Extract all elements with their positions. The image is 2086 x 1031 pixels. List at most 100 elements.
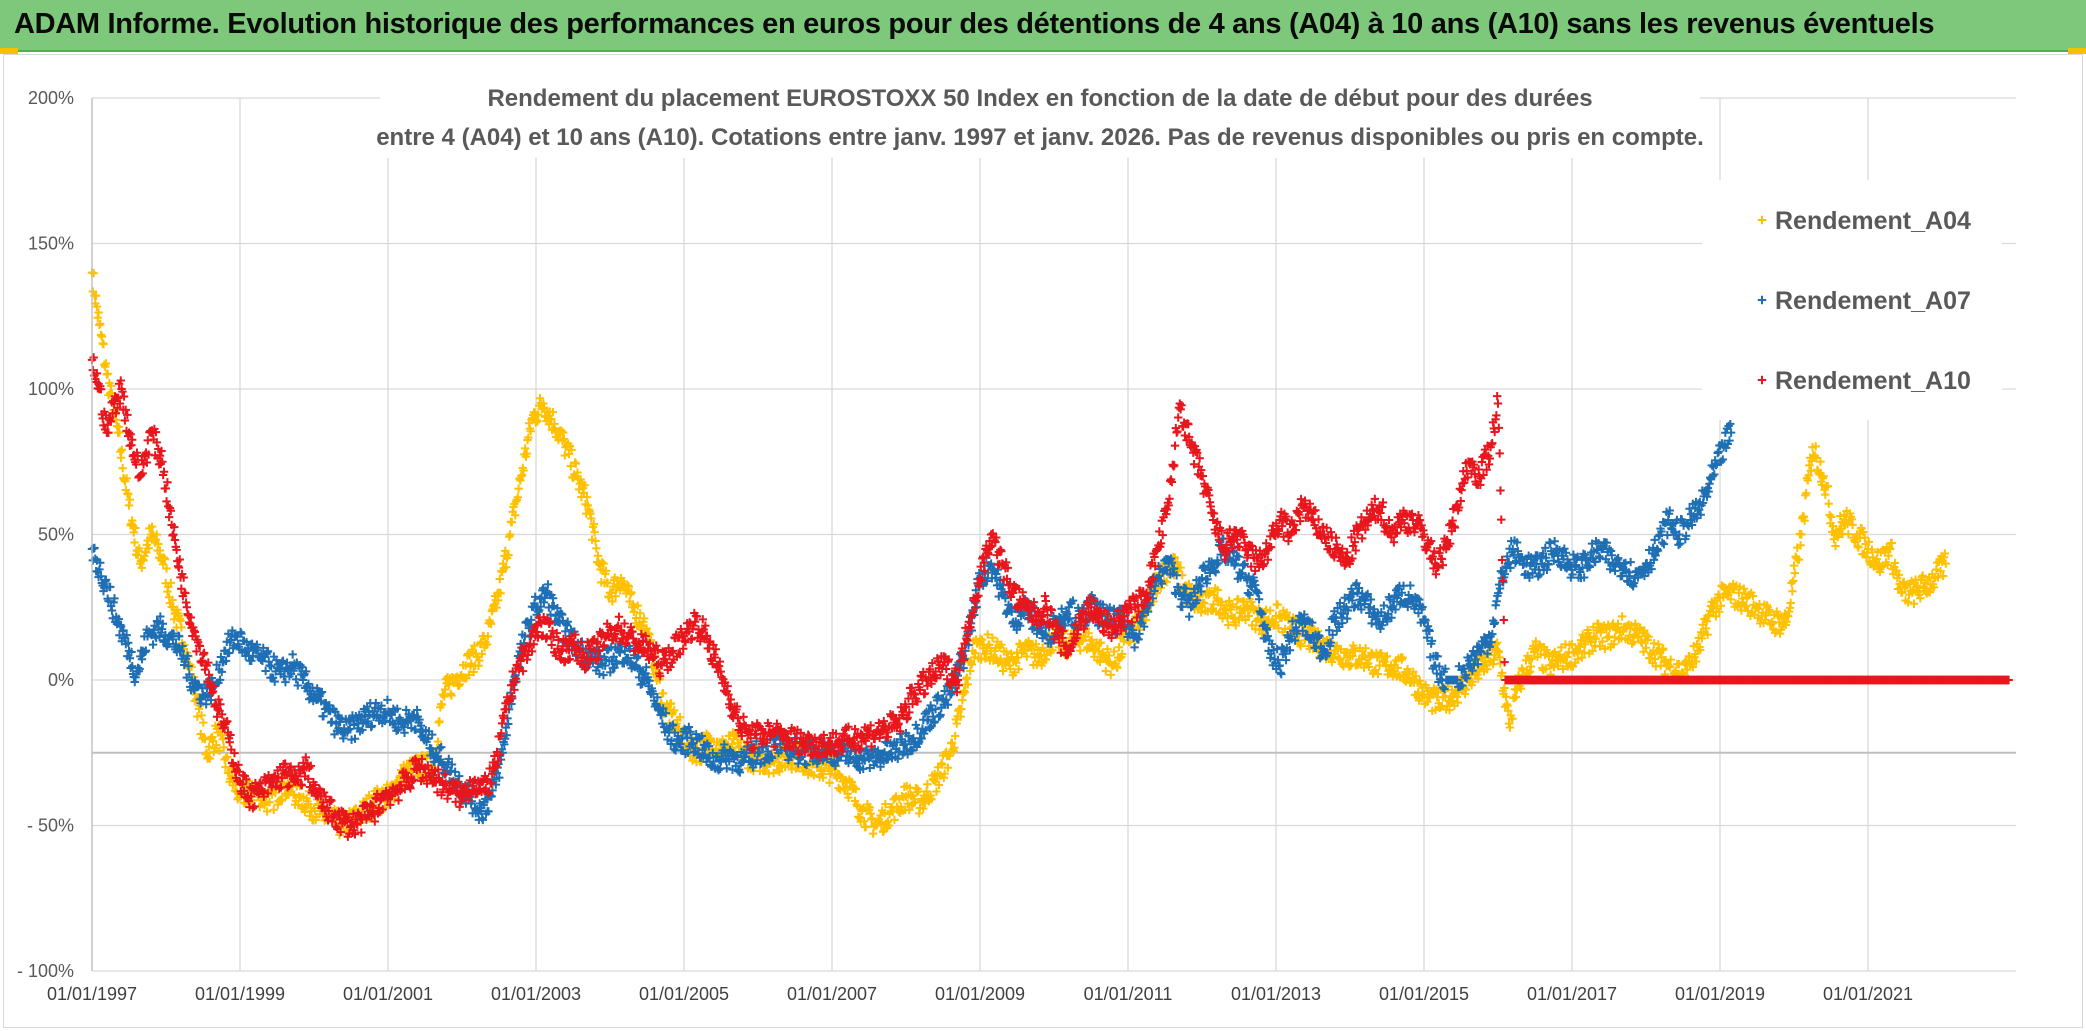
data-point (1184, 579, 1194, 589)
data-point (310, 806, 320, 816)
data-point (483, 632, 493, 641)
data-point (1382, 651, 1392, 661)
data-point (270, 677, 279, 686)
data-point (1273, 600, 1282, 609)
data-point (1739, 584, 1749, 593)
data-point (1929, 583, 1939, 592)
data-point (566, 461, 575, 471)
data-point (107, 606, 117, 615)
data-point (561, 627, 570, 636)
data-point (1350, 646, 1360, 656)
data-point (667, 736, 676, 746)
data-point (1200, 599, 1209, 608)
data-point (1247, 597, 1256, 607)
data-point (199, 648, 209, 658)
data-point (115, 428, 124, 437)
data-point (632, 653, 641, 663)
data-point (377, 701, 386, 710)
data-point (162, 564, 171, 573)
data-point (1546, 538, 1555, 548)
data-point (967, 660, 977, 669)
data-point (627, 588, 636, 597)
data-point (840, 784, 850, 793)
data-point (937, 760, 947, 769)
data-point (825, 778, 834, 787)
data-point (591, 536, 600, 546)
data-point (217, 667, 226, 677)
data-point (1794, 555, 1804, 564)
data-point (1702, 617, 1712, 626)
data-point (595, 669, 604, 679)
data-point (305, 695, 314, 704)
data-point (1549, 662, 1559, 672)
data-point (1916, 594, 1925, 603)
data-point (1854, 543, 1863, 552)
data-point (137, 563, 147, 573)
data-point (1887, 538, 1896, 548)
data-point (94, 308, 103, 317)
data-point (809, 771, 819, 780)
data-point (99, 339, 108, 349)
data-point (327, 717, 337, 726)
data-point (222, 752, 232, 762)
data-point (363, 717, 373, 726)
data-point (201, 700, 211, 709)
data-point (178, 641, 187, 651)
data-point (653, 693, 662, 702)
data-point (437, 700, 447, 709)
data-point (482, 640, 492, 649)
data-point (1811, 442, 1820, 451)
data-point (411, 725, 420, 734)
data-point (435, 717, 444, 726)
data-point (127, 647, 136, 657)
data-point (1875, 567, 1885, 577)
data-point (580, 481, 589, 490)
data-point (1724, 590, 1733, 600)
data-point (96, 319, 105, 328)
data-point (1076, 646, 1085, 655)
data-point (492, 603, 501, 612)
data-point (103, 369, 112, 378)
data-point (504, 551, 513, 560)
data-point (1361, 644, 1370, 653)
header-accent-right (2068, 48, 2086, 54)
data-point (1726, 595, 1735, 604)
data-point (496, 589, 505, 598)
data-point (922, 787, 931, 796)
data-point (914, 787, 923, 796)
data-point (115, 630, 124, 640)
data-point (603, 579, 612, 588)
data-point (1688, 662, 1698, 672)
data-point (668, 720, 678, 729)
data-point (1640, 626, 1649, 635)
data-point (1243, 588, 1253, 598)
data-point (1474, 674, 1483, 683)
data-point (447, 760, 457, 769)
data-point (124, 638, 133, 647)
data-point (844, 793, 853, 802)
data-point (1254, 595, 1264, 604)
data-point (154, 539, 163, 549)
data-point (176, 646, 185, 656)
data-point (691, 744, 700, 753)
data-point (1883, 560, 1892, 570)
chart-frame (3, 54, 2083, 1028)
data-point (684, 722, 694, 732)
data-point (624, 653, 633, 663)
data-point (579, 488, 589, 498)
data-point (868, 814, 877, 823)
data-point (1231, 621, 1240, 630)
data-point (125, 495, 134, 504)
data-point (985, 640, 994, 649)
data-point (436, 755, 445, 764)
data-point (427, 730, 437, 739)
data-point (1483, 665, 1492, 674)
data-point (204, 742, 214, 751)
data-point (1014, 665, 1023, 674)
data-point (1550, 536, 1559, 546)
data-point (216, 652, 226, 662)
data-point (351, 804, 361, 813)
data-point (197, 711, 206, 720)
data-point (1848, 520, 1857, 530)
data-point (135, 544, 144, 553)
